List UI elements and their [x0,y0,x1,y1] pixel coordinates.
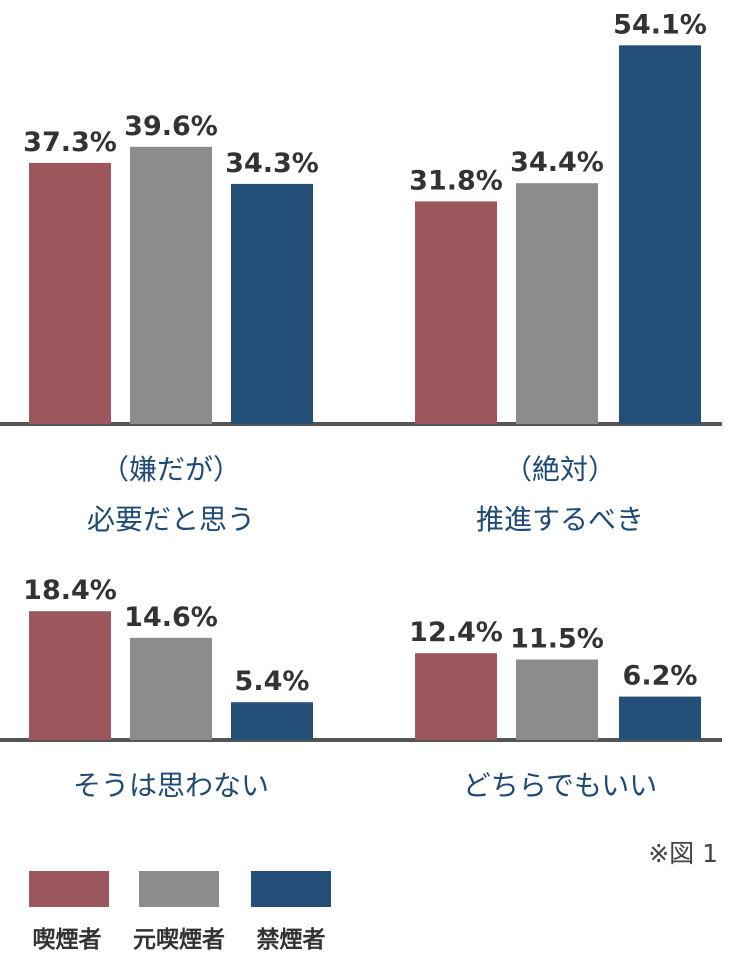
bar [619,696,701,740]
data-label: 31.8% [409,165,503,196]
bar [619,45,701,425]
bar [415,653,497,740]
bar [29,611,111,740]
bar [130,637,212,740]
data-label: 39.6% [124,111,218,142]
data-label: 34.3% [225,148,319,179]
legend-label: 元喫煙者 [133,927,225,953]
figure-note: ※図 1 [648,839,718,868]
data-label: 18.4% [23,575,117,606]
legend-label: 喫煙者 [33,927,102,953]
data-label: 12.4% [409,617,503,648]
bar [231,702,313,740]
bar [415,201,497,424]
legend-swatch [251,871,331,907]
data-label: 34.4% [510,147,604,178]
legend-label: 禁煙者 [257,926,326,953]
category-label: 必要だと思う [87,503,255,536]
bar [516,659,598,740]
category-label: そうは思わない [73,769,269,802]
data-label: 54.1% [613,9,707,40]
category-label: 推進するべき [476,503,644,536]
bar [231,183,313,424]
legend-swatch [139,871,219,907]
bar [130,146,212,425]
legend-swatch [29,871,109,907]
data-label: 14.6% [124,602,218,633]
category-label: （絶対） [504,453,616,486]
category-label: （嫌だが） [101,453,241,486]
bar [29,162,111,424]
data-label: 37.3% [23,127,117,158]
data-label: 6.2% [623,661,698,692]
data-label: 5.4% [235,666,310,697]
category-label: どちらでもいい [463,769,658,802]
bar [516,183,598,424]
data-label: 11.5% [510,624,604,655]
